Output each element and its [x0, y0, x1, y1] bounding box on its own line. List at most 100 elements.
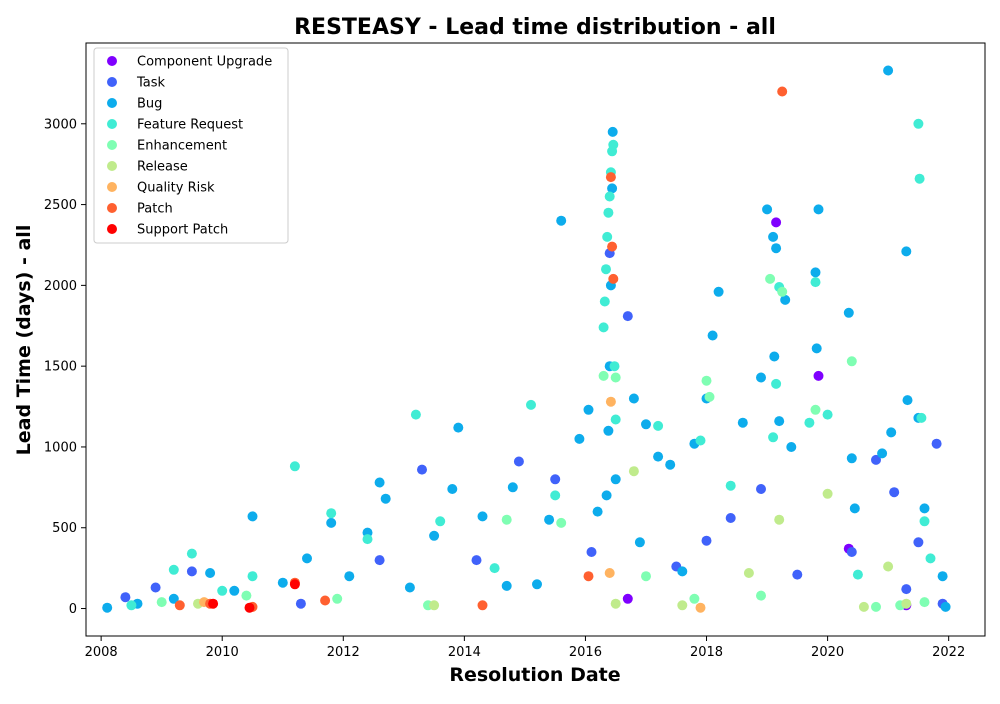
- data-point: [768, 231, 779, 242]
- data-point: [326, 517, 337, 528]
- data-point: [886, 427, 897, 438]
- data-point: [771, 217, 782, 228]
- data-point: [289, 461, 300, 472]
- data-point: [583, 404, 594, 415]
- data-point: [609, 361, 620, 372]
- data-point: [556, 517, 567, 528]
- legend-marker: [107, 77, 117, 87]
- x-tick-label: 2010: [206, 645, 239, 660]
- data-point: [765, 273, 776, 284]
- data-point: [507, 482, 518, 493]
- x-tick-label: 2016: [569, 645, 602, 660]
- data-point: [374, 555, 385, 566]
- data-point: [889, 487, 900, 498]
- data-point: [229, 585, 240, 596]
- data-point: [295, 598, 306, 609]
- data-point: [607, 241, 618, 252]
- legend-frame: [93, 47, 289, 244]
- data-point: [704, 391, 715, 402]
- data-point: [622, 311, 633, 322]
- legend-label: Release: [137, 160, 188, 175]
- data-point: [186, 566, 197, 577]
- series-1: [120, 248, 948, 609]
- data-point: [858, 601, 869, 612]
- data-point: [774, 416, 785, 427]
- data-point: [601, 490, 612, 501]
- y-tick-label: 2500: [44, 198, 77, 213]
- data-point: [602, 231, 613, 242]
- series-3: [126, 118, 936, 611]
- data-point: [743, 568, 754, 578]
- data-point: [849, 503, 860, 514]
- data-point: [780, 294, 791, 305]
- legend-label: Quality Risk: [137, 181, 215, 196]
- legend-label: Enhancement: [137, 139, 227, 154]
- x-tick-label: 2012: [327, 645, 360, 660]
- data-point: [532, 579, 542, 590]
- data-point: [404, 582, 415, 593]
- plot-frame: [85, 42, 986, 637]
- data-point: [777, 86, 788, 97]
- data-point: [217, 585, 228, 596]
- data-point: [168, 593, 179, 604]
- data-point: [344, 571, 355, 582]
- data-point: [756, 590, 766, 601]
- data-point: [289, 579, 300, 590]
- data-point: [208, 598, 219, 609]
- data-point: [919, 503, 930, 514]
- data-point: [846, 356, 857, 367]
- data-point: [641, 419, 651, 430]
- data-point: [901, 584, 912, 595]
- data-point: [813, 204, 824, 215]
- x-tick-label: 2018: [690, 645, 723, 660]
- series-8: [208, 579, 300, 613]
- data-point: [914, 173, 925, 184]
- data-point: [603, 207, 614, 218]
- data-point: [931, 438, 942, 449]
- data-point: [126, 600, 137, 611]
- legend-marker: [107, 203, 117, 213]
- data-point: [937, 571, 948, 582]
- data-point: [792, 569, 803, 580]
- legend-marker: [107, 161, 117, 171]
- data-point: [501, 580, 512, 591]
- data-point: [769, 351, 780, 362]
- data-point: [453, 422, 464, 433]
- legend-marker: [107, 56, 117, 66]
- data-point: [713, 286, 724, 297]
- x-tick-label: 2008: [85, 645, 118, 660]
- data-point: [583, 571, 594, 582]
- data-point: [883, 561, 894, 572]
- data-point: [846, 453, 857, 464]
- data-point: [603, 425, 614, 436]
- data-point: [247, 511, 258, 522]
- data-point: [277, 577, 288, 588]
- data-point: [810, 267, 821, 278]
- legend-label: Component Upgrade: [137, 55, 272, 70]
- data-point: [883, 65, 894, 76]
- data-point: [810, 404, 821, 415]
- data-point: [756, 372, 766, 383]
- data-point: [477, 600, 488, 611]
- data-point: [634, 537, 645, 548]
- data-point: [320, 595, 331, 606]
- data-point: [843, 307, 854, 318]
- data-point: [628, 393, 639, 404]
- data-point: [725, 480, 736, 491]
- legend-label: Feature Request: [137, 118, 243, 133]
- data-point: [592, 506, 603, 517]
- data-point: [605, 396, 616, 407]
- data-point: [302, 553, 312, 564]
- series-2: [102, 65, 951, 613]
- data-point: [811, 343, 822, 354]
- data-point: [186, 548, 197, 559]
- data-point: [374, 477, 385, 488]
- data-point: [641, 571, 651, 582]
- data-point: [913, 537, 924, 548]
- data-point: [574, 433, 585, 444]
- data-point: [556, 215, 567, 226]
- data-point: [599, 296, 610, 307]
- data-point: [871, 454, 881, 465]
- plot-area: [102, 65, 951, 613]
